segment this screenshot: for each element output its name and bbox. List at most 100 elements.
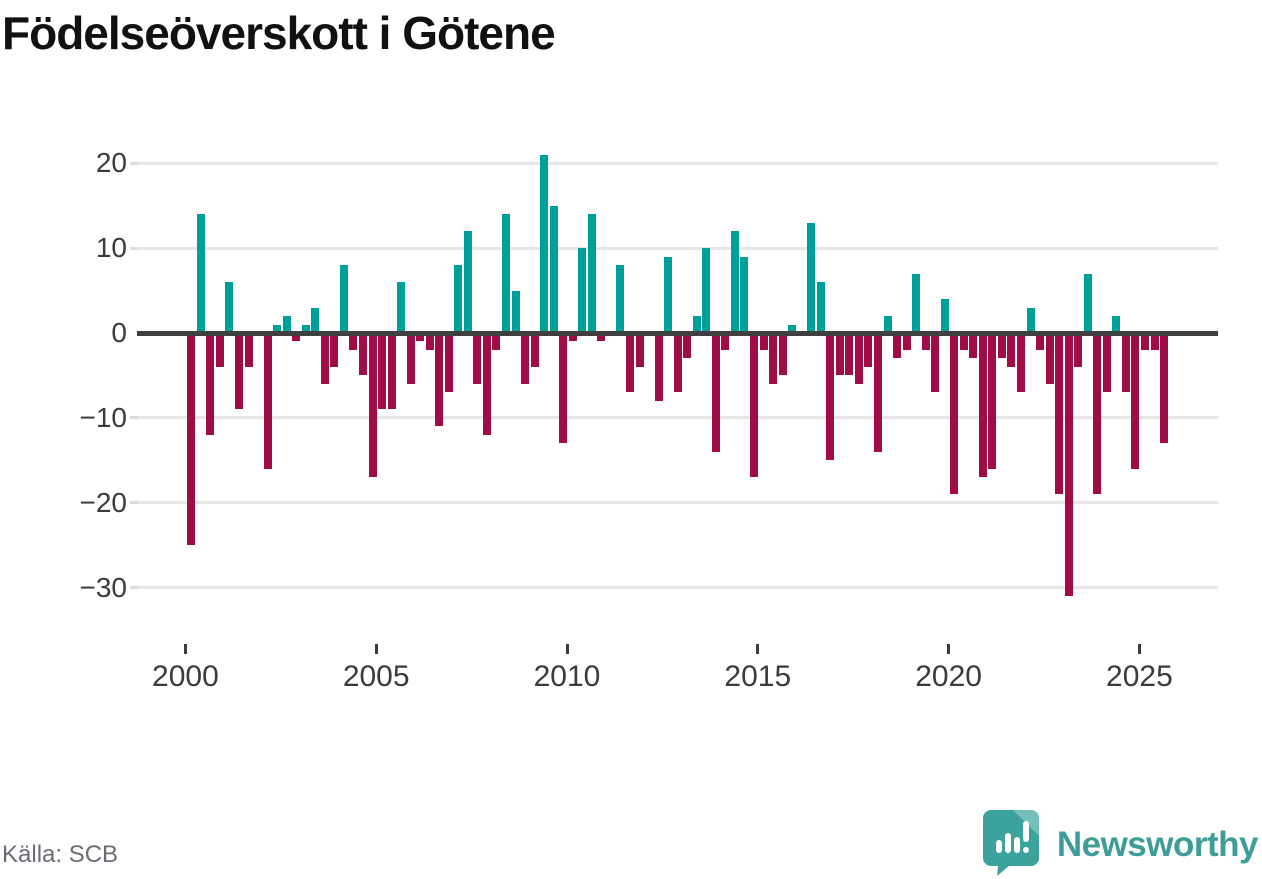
bar-negative — [759, 333, 768, 350]
bar-negative — [654, 333, 663, 401]
bar-positive — [807, 222, 816, 333]
y-tick-mark — [130, 416, 138, 420]
bar-negative — [444, 333, 453, 393]
x-tick-mark — [1137, 644, 1141, 654]
bar-positive — [587, 214, 596, 333]
y-tick-label: 0 — [111, 317, 127, 348]
bar-negative — [473, 333, 482, 384]
bar-negative — [368, 333, 377, 478]
bar-negative — [931, 333, 940, 393]
x-tick-mark — [374, 644, 378, 654]
bar-negative — [1007, 333, 1016, 367]
bar-negative — [187, 333, 196, 546]
x-tick-label: 2000 — [152, 660, 219, 693]
bar-positive — [616, 265, 625, 333]
bar-negative — [769, 333, 778, 384]
bar-negative — [358, 333, 367, 376]
bar-negative — [1074, 333, 1083, 367]
bar-positive — [664, 256, 673, 333]
bar-negative — [1131, 333, 1140, 469]
bar-negative — [1093, 333, 1102, 495]
x-tick-label: 2010 — [533, 660, 601, 693]
zero-axis-line — [137, 330, 1218, 336]
bar-negative — [864, 333, 873, 367]
bar-negative — [530, 333, 539, 367]
bar-negative — [845, 333, 854, 376]
bar-positive — [225, 282, 234, 333]
bar-positive — [549, 205, 558, 333]
y-tick-label: −30 — [79, 571, 128, 603]
bar-negative — [902, 333, 911, 350]
bar-positive — [454, 265, 463, 333]
bar-negative — [1055, 333, 1064, 495]
bar-positive — [196, 214, 205, 333]
bar-negative — [492, 333, 501, 350]
bar-negative — [244, 333, 253, 367]
bar-positive — [1026, 307, 1035, 333]
bar-positive — [282, 316, 291, 333]
bar-negative — [921, 333, 930, 350]
bar-negative — [835, 333, 844, 376]
chart-title: Födelseöverskott i Götene — [2, 7, 556, 59]
bar-negative — [1150, 333, 1159, 350]
bar-negative — [1121, 333, 1130, 393]
source-text: Källa: SCB — [2, 841, 119, 868]
bar-positive — [273, 324, 282, 333]
y-gridline — [137, 416, 1218, 420]
bar-positive — [702, 248, 711, 333]
bar-negative — [215, 333, 224, 367]
x-tick-label: 2025 — [1106, 660, 1173, 693]
bar-negative — [482, 333, 491, 435]
bar-negative — [425, 333, 434, 350]
bar-negative — [1064, 333, 1073, 597]
bar-negative — [1036, 333, 1045, 350]
bar-positive — [788, 324, 797, 333]
bar-negative — [854, 333, 863, 384]
bar-negative — [778, 333, 787, 376]
bar-negative — [873, 333, 882, 452]
bar-negative — [683, 333, 692, 359]
y-gridline — [137, 501, 1218, 505]
bar-negative — [416, 333, 425, 342]
bar-negative — [292, 333, 301, 342]
y-tick-label: 20 — [95, 147, 127, 179]
bar-negative — [559, 333, 568, 444]
bar-negative — [1017, 333, 1026, 393]
bar-negative — [988, 333, 997, 469]
bar-positive — [740, 256, 749, 333]
bar-negative — [597, 333, 606, 342]
x-tick-label: 2020 — [915, 660, 982, 693]
newsworthy-logo-icon — [982, 808, 1045, 879]
y-tick-label: −10 — [79, 401, 128, 433]
bar-negative — [387, 333, 396, 410]
bar-positive — [1083, 273, 1092, 333]
bar-negative — [330, 333, 339, 367]
bar-positive — [578, 248, 587, 333]
bar-negative — [673, 333, 682, 393]
bar-negative — [997, 333, 1006, 359]
bar-positive — [540, 154, 549, 333]
x-tick-label: 2005 — [342, 660, 410, 693]
bar-positive — [397, 282, 406, 333]
y-gridline — [137, 586, 1218, 590]
bar-negative — [349, 333, 358, 350]
bar-negative — [626, 333, 634, 393]
bar-negative — [263, 333, 272, 469]
x-tick-label: 2015 — [724, 660, 792, 693]
bar-positive — [1112, 316, 1121, 333]
newsworthy-brand: Newsworthy — [982, 808, 1259, 879]
bar-negative — [1141, 333, 1149, 350]
bar-positive — [883, 316, 892, 333]
y-gridline — [137, 161, 1218, 165]
bar-positive — [502, 214, 511, 333]
y-tick-label: 10 — [95, 232, 127, 264]
y-tick-mark — [130, 586, 138, 590]
bar-positive — [940, 299, 949, 333]
x-tick-mark — [565, 644, 569, 654]
bar-negative — [406, 333, 415, 384]
bar-positive — [511, 290, 520, 333]
bar-negative — [1160, 333, 1169, 444]
bar-positive — [311, 307, 320, 333]
